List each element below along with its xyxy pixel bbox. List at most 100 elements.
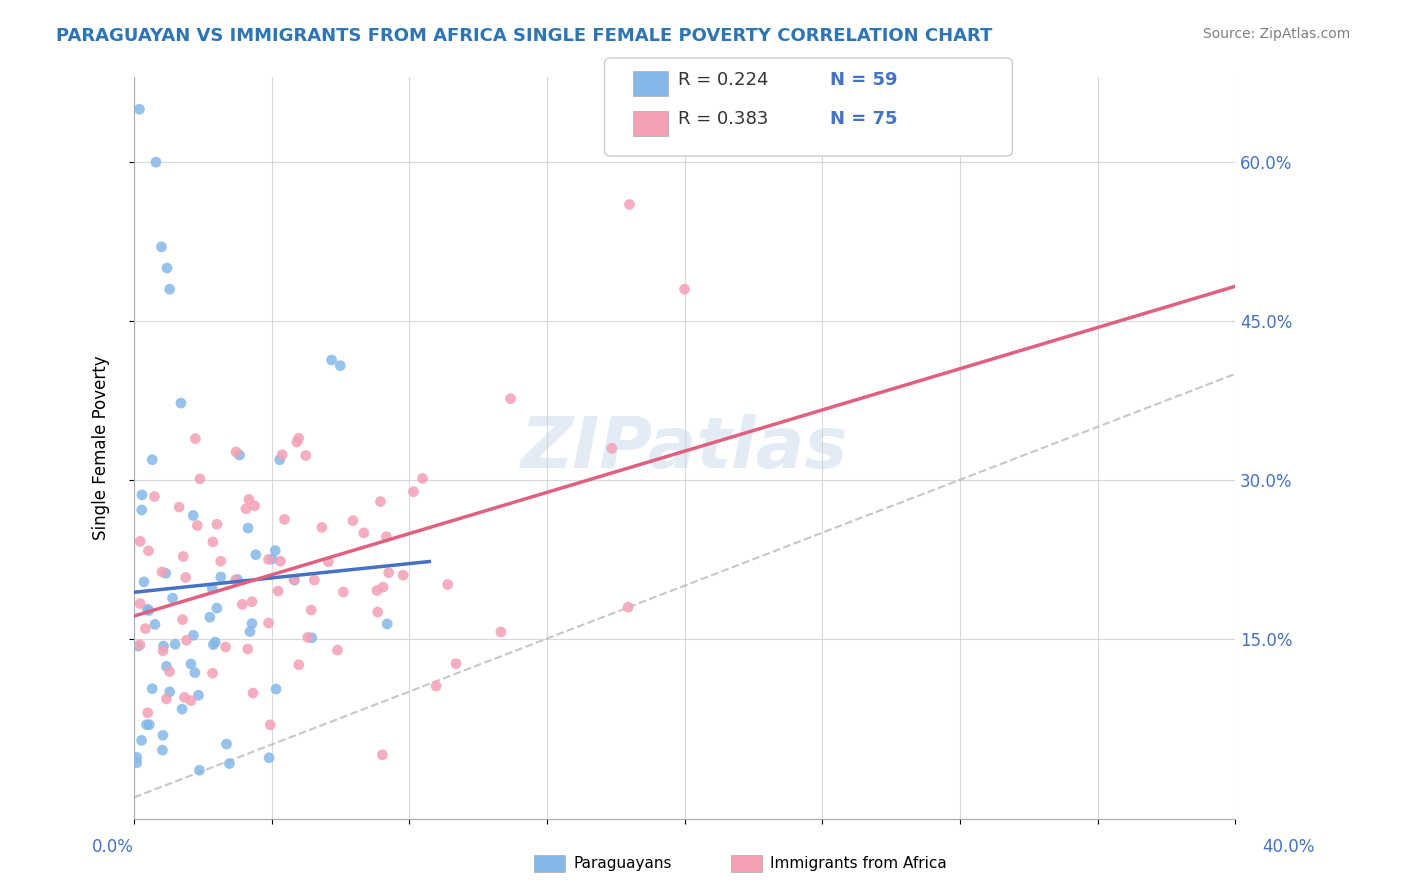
- Point: [135, 717, 157, 731]
- Point: [285, 435, 308, 450]
- Point: [173, 690, 195, 705]
- Point: [499, 392, 522, 406]
- Point: [141, 452, 163, 467]
- Point: [138, 603, 160, 617]
- Point: [131, 733, 153, 747]
- Point: [236, 642, 259, 657]
- Point: [174, 570, 197, 584]
- Point: [377, 566, 399, 580]
- Point: [128, 102, 150, 116]
- Point: [155, 659, 177, 673]
- Text: Paraguayans: Paraguayans: [574, 856, 672, 871]
- Point: [326, 643, 349, 657]
- Point: [152, 639, 174, 653]
- Point: [127, 639, 149, 653]
- Point: [132, 574, 155, 589]
- Point: [226, 573, 249, 587]
- Point: [136, 706, 159, 720]
- Point: [600, 442, 623, 456]
- Point: [172, 613, 194, 627]
- Point: [143, 617, 166, 632]
- Point: [353, 525, 375, 540]
- Point: [342, 514, 364, 528]
- Point: [245, 548, 267, 562]
- Point: [141, 681, 163, 696]
- Point: [125, 756, 148, 770]
- Point: [271, 448, 294, 462]
- Point: [321, 353, 343, 368]
- Point: [301, 631, 323, 645]
- Point: [287, 657, 309, 672]
- Point: [259, 718, 281, 732]
- Point: [159, 282, 181, 296]
- Point: [172, 702, 194, 716]
- Point: [617, 600, 640, 615]
- Point: [129, 534, 152, 549]
- Point: [235, 501, 257, 516]
- Point: [283, 573, 305, 587]
- Point: [198, 610, 221, 624]
- Point: [332, 585, 354, 599]
- Text: R = 0.383: R = 0.383: [678, 110, 768, 128]
- Point: [218, 756, 240, 771]
- Point: [371, 580, 394, 594]
- Text: PARAGUAYAN VS IMMIGRANTS FROM AFRICA SINGLE FEMALE POVERTY CORRELATION CHART: PARAGUAYAN VS IMMIGRANTS FROM AFRICA SIN…: [56, 27, 993, 45]
- Point: [371, 747, 394, 762]
- Text: N = 75: N = 75: [830, 110, 897, 128]
- Point: [187, 688, 209, 702]
- Point: [138, 543, 160, 558]
- Point: [205, 601, 228, 615]
- Point: [225, 445, 247, 459]
- Point: [170, 396, 193, 410]
- Point: [180, 657, 202, 671]
- Point: [239, 624, 262, 639]
- Point: [186, 518, 208, 533]
- Point: [155, 566, 177, 581]
- Point: [619, 197, 641, 211]
- Point: [283, 573, 305, 587]
- Y-axis label: Single Female Poverty: Single Female Poverty: [93, 356, 110, 541]
- Point: [366, 583, 388, 598]
- Point: [264, 543, 287, 558]
- Text: Immigrants from Africa: Immigrants from Africa: [770, 856, 948, 871]
- Point: [269, 452, 291, 467]
- Point: [402, 484, 425, 499]
- Point: [180, 694, 202, 708]
- Text: R = 0.224: R = 0.224: [678, 71, 768, 89]
- Point: [165, 637, 187, 651]
- Point: [225, 573, 247, 587]
- Point: [375, 530, 398, 544]
- Point: [129, 597, 152, 611]
- Point: [143, 490, 166, 504]
- Point: [172, 549, 194, 564]
- Point: [159, 665, 181, 679]
- Point: [273, 512, 295, 526]
- Point: [243, 499, 266, 513]
- Point: [156, 260, 179, 275]
- Point: [257, 552, 280, 566]
- Point: [297, 631, 319, 645]
- Text: Source: ZipAtlas.com: Source: ZipAtlas.com: [1202, 27, 1350, 41]
- Point: [425, 679, 447, 693]
- Point: [167, 500, 190, 515]
- Point: [318, 555, 340, 569]
- Point: [152, 728, 174, 742]
- Text: ZIPatlas: ZIPatlas: [520, 414, 848, 483]
- Point: [240, 616, 263, 631]
- Point: [150, 565, 173, 579]
- Text: 40.0%: 40.0%: [1263, 838, 1315, 855]
- Point: [159, 685, 181, 699]
- Point: [201, 582, 224, 596]
- Point: [152, 743, 174, 757]
- Point: [673, 282, 696, 296]
- Point: [257, 615, 280, 630]
- Point: [257, 751, 280, 765]
- Point: [131, 488, 153, 502]
- Point: [489, 624, 512, 639]
- Text: 0.0%: 0.0%: [91, 838, 134, 855]
- Point: [329, 359, 352, 373]
- Point: [134, 622, 156, 636]
- Point: [294, 449, 316, 463]
- Point: [367, 605, 389, 619]
- Point: [138, 717, 160, 731]
